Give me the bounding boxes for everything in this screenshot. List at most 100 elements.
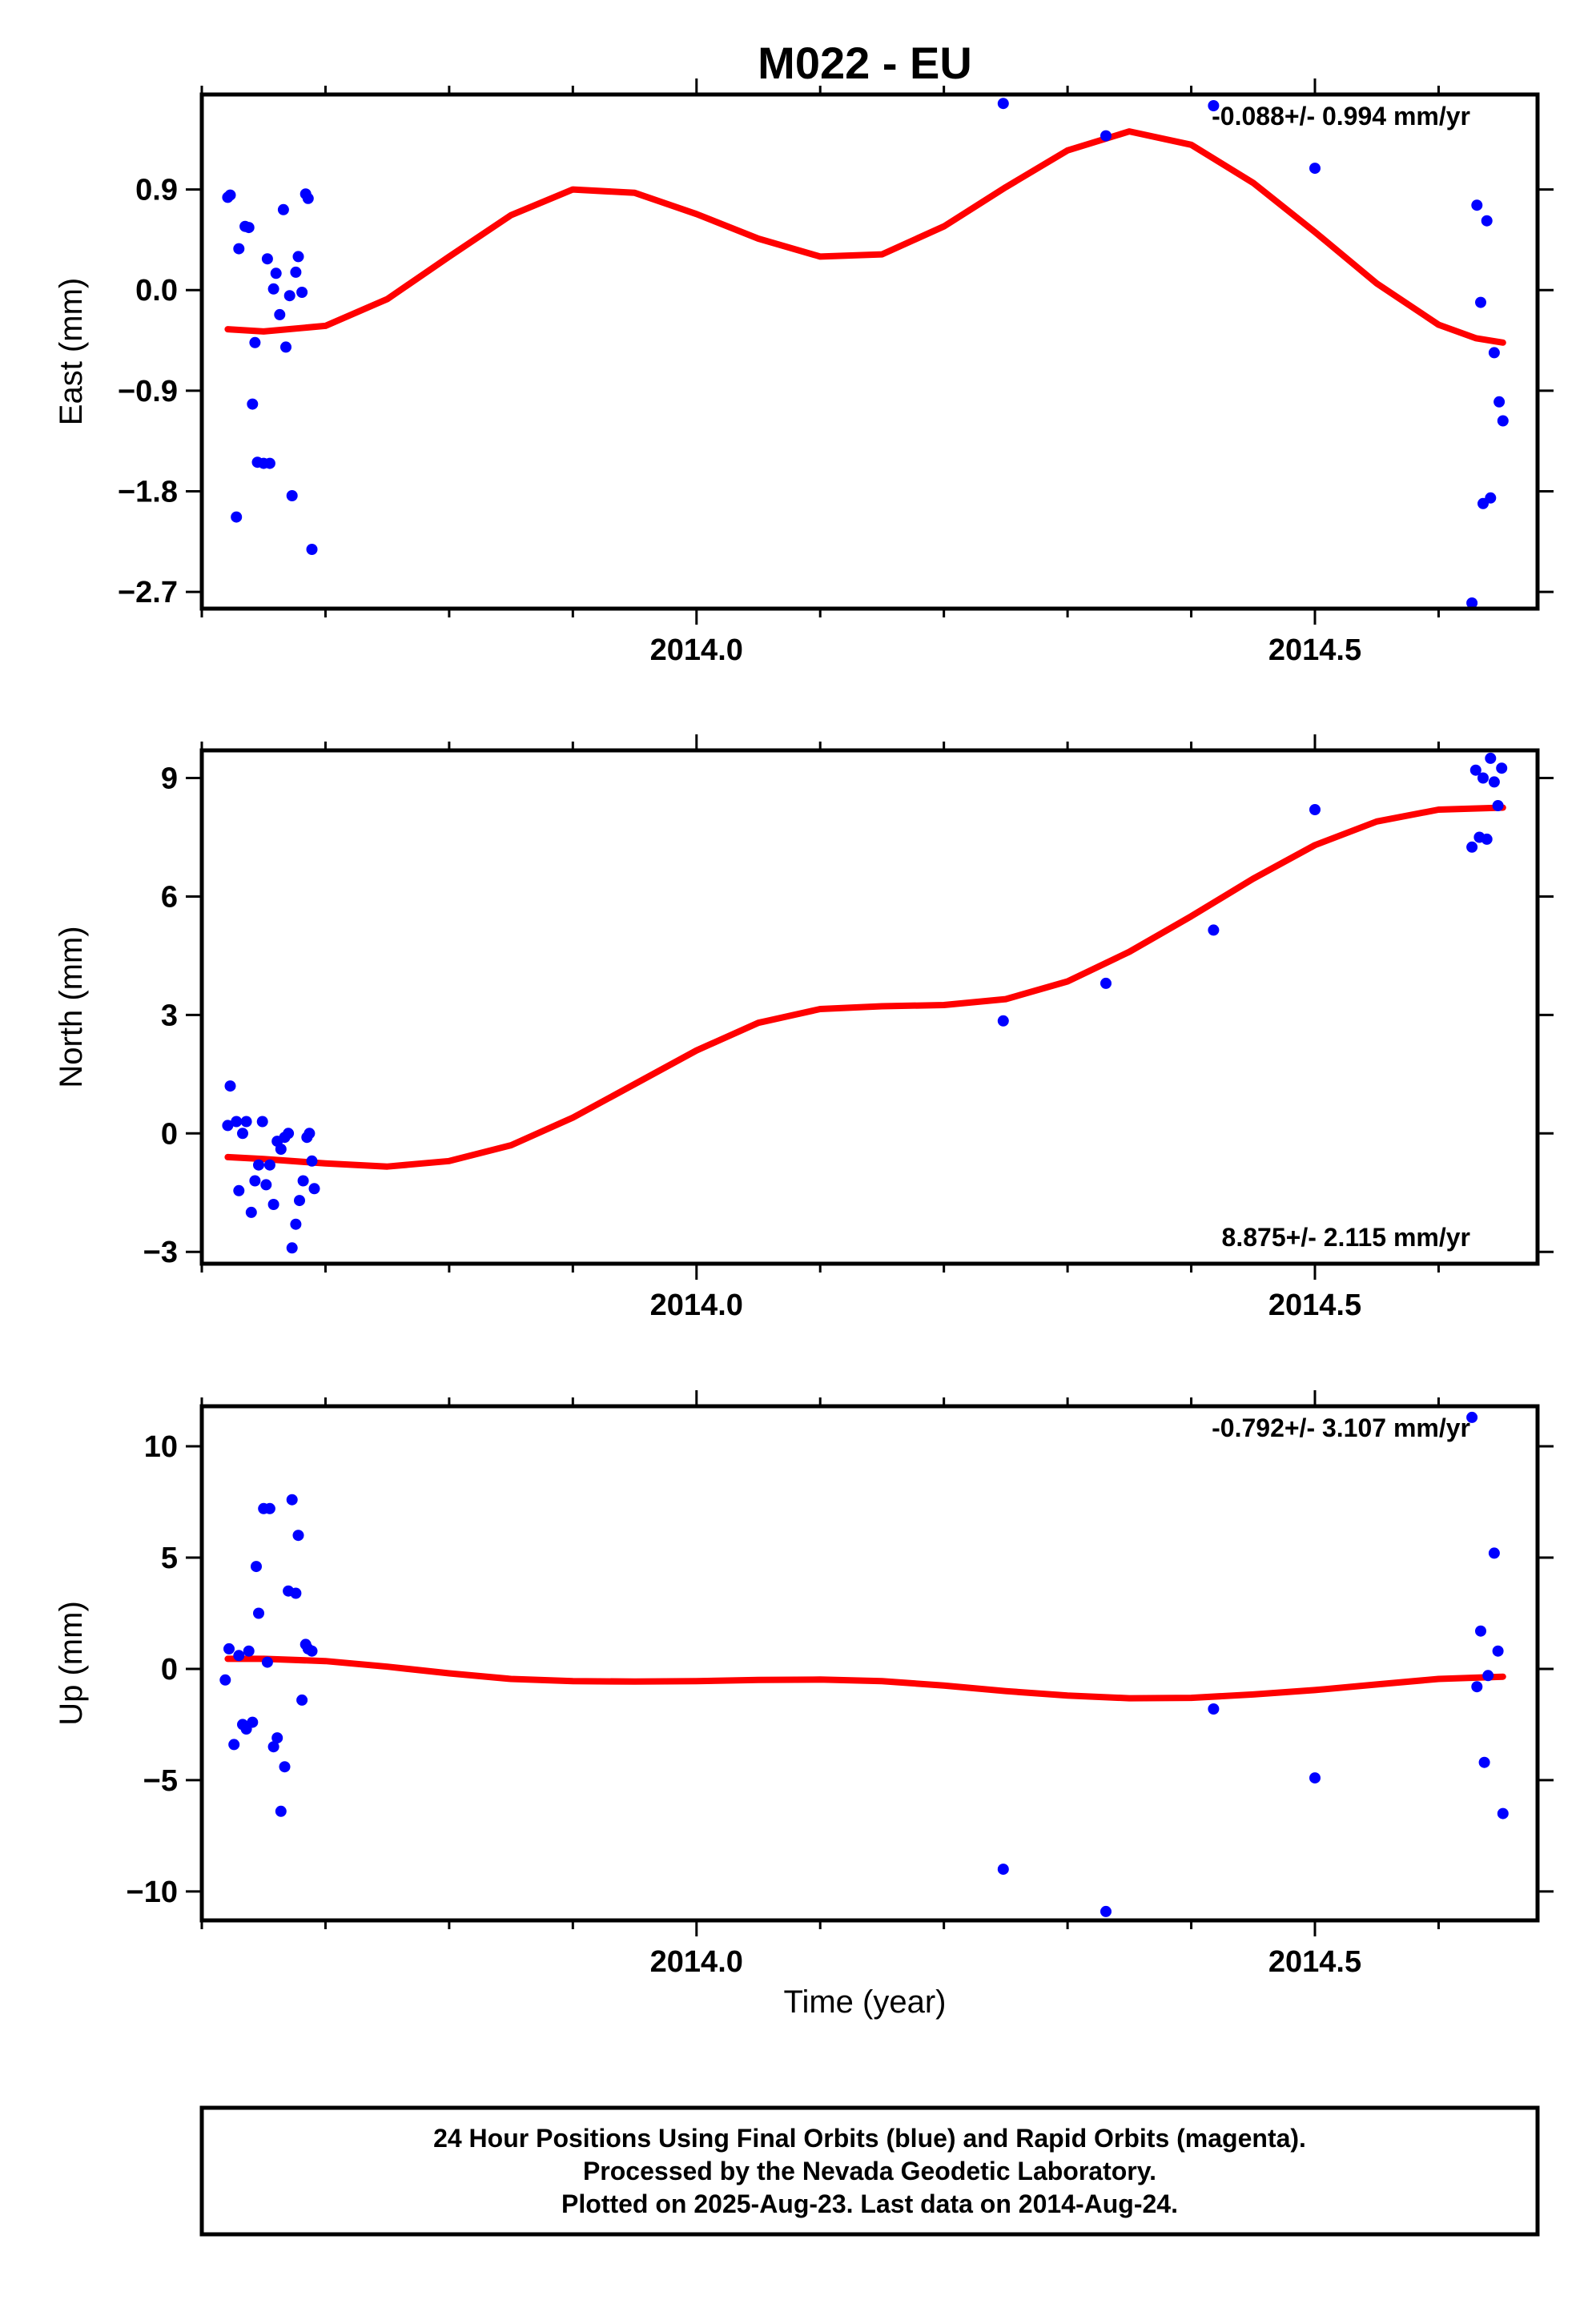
rate-annotation: -0.792+/- 3.107 mm/yr bbox=[1212, 1413, 1470, 1442]
y-tick-label: 10 bbox=[144, 1430, 178, 1464]
data-point-26 bbox=[1100, 977, 1112, 989]
data-point-15 bbox=[277, 203, 289, 215]
y-tick-label: 9 bbox=[161, 762, 178, 796]
data-point-15 bbox=[275, 1805, 287, 1817]
data-point-6 bbox=[247, 398, 259, 410]
data-point-16 bbox=[283, 1128, 295, 1140]
panel-east: 2014.0 2014.5 0.9 0.0 −0.9 −1.8 −2.7 East (mm) -… bbox=[54, 78, 1554, 667]
data-point-29 bbox=[1466, 597, 1478, 609]
data-point-13 bbox=[270, 267, 282, 279]
data-point-18 bbox=[286, 1494, 298, 1506]
data-point-37 bbox=[1497, 415, 1509, 427]
y-tick-label: 0 bbox=[161, 1117, 178, 1151]
data-point-17 bbox=[286, 1242, 298, 1254]
y-tick-label: 3 bbox=[161, 999, 178, 1032]
y-tick-label: 0 bbox=[161, 1653, 178, 1687]
data-point-29 bbox=[1466, 841, 1478, 853]
plot-frame bbox=[199, 92, 1540, 611]
data-point-8 bbox=[251, 1561, 262, 1573]
data-point-29 bbox=[1466, 1411, 1478, 1423]
data-point-7 bbox=[247, 1716, 259, 1728]
data-point-5 bbox=[240, 1116, 252, 1128]
data-point-7 bbox=[249, 1175, 261, 1187]
data-point-31 bbox=[1475, 1625, 1486, 1637]
data-point-25 bbox=[997, 98, 1009, 110]
data-point-3 bbox=[233, 1184, 245, 1196]
data-point-36 bbox=[1497, 1807, 1509, 1819]
data-point-9 bbox=[256, 1116, 268, 1128]
rate-annotation: 8.875+/- 2.115 mm/yr bbox=[1222, 1223, 1470, 1252]
data-point-16 bbox=[279, 1761, 291, 1773]
data-point-2 bbox=[231, 511, 243, 523]
data-point-25 bbox=[997, 1864, 1009, 1876]
data-point-32 bbox=[1477, 772, 1489, 784]
data-point-27 bbox=[1208, 924, 1220, 936]
data-point-7 bbox=[249, 336, 261, 348]
data-point-28 bbox=[1309, 1772, 1321, 1784]
data-point-14 bbox=[271, 1732, 283, 1744]
fit-curve bbox=[224, 128, 1506, 346]
y-tick-label: −5 bbox=[143, 1764, 178, 1798]
rate-annotation: -0.088+/- 0.994 mm/yr bbox=[1212, 102, 1470, 131]
data-point-28 bbox=[1309, 163, 1321, 175]
data-point-3 bbox=[233, 1650, 245, 1662]
data-point-34 bbox=[1485, 492, 1497, 504]
panel-north: 2014.0 2014.5 9 6 3 0 −3 North (mm) 8.875+/- 2.1… bbox=[54, 734, 1554, 1322]
data-point-35 bbox=[1488, 347, 1500, 359]
y-tick-label: −1.8 bbox=[118, 475, 178, 509]
data-point-4 bbox=[237, 1128, 248, 1140]
data-point-14 bbox=[274, 308, 286, 320]
data-point-30 bbox=[1471, 1681, 1483, 1693]
data-point-30 bbox=[1471, 199, 1483, 211]
data-point-2 bbox=[228, 1739, 240, 1751]
footer-line-3: Plotted on 2025-Aug-23. Last data on 201… bbox=[561, 2189, 1178, 2218]
footer-line-2: Processed by the Nevada Geodetic Laborat… bbox=[583, 2157, 1156, 2185]
y-tick-label: 0.9 bbox=[135, 174, 178, 207]
data-point-1 bbox=[223, 1642, 235, 1655]
data-point-13 bbox=[267, 1741, 279, 1753]
data-point-25 bbox=[997, 1015, 1009, 1027]
panel-up: 2014.0 2014.5 10 5 0 −5 −10 Up (mm) -0.792+/- 3.… bbox=[54, 1390, 1554, 1979]
fit-curve bbox=[224, 804, 1506, 1170]
data-point-9 bbox=[253, 1607, 264, 1619]
data-point-23 bbox=[302, 192, 314, 204]
data-point-10 bbox=[261, 253, 273, 265]
data-point-2 bbox=[231, 1116, 243, 1128]
data-point-10 bbox=[260, 1179, 272, 1191]
y-tick-label: −10 bbox=[127, 1876, 178, 1909]
data-point-37 bbox=[1496, 762, 1508, 774]
data-point-12 bbox=[267, 1199, 279, 1210]
x-axis-label: Time (year) bbox=[784, 1984, 947, 2020]
data-point-21 bbox=[296, 1694, 308, 1706]
footer-frame bbox=[199, 2105, 1540, 2237]
y-axis-label: Up (mm) bbox=[54, 1601, 89, 1726]
data-point-21 bbox=[296, 287, 308, 298]
data-point-19 bbox=[290, 1587, 302, 1599]
data-point-18 bbox=[286, 490, 298, 501]
data-point-28 bbox=[1309, 804, 1321, 815]
data-point-20 bbox=[292, 251, 304, 263]
data-point-36 bbox=[1492, 800, 1504, 811]
data-point-32 bbox=[1478, 1756, 1490, 1768]
data-point-18 bbox=[290, 1218, 302, 1230]
fit-curve bbox=[224, 1655, 1506, 1702]
footer-line-1: 24 Hour Positions Using Final Orbits (bl… bbox=[433, 2124, 1306, 2153]
data-point-33 bbox=[1481, 215, 1493, 227]
data-point-8 bbox=[253, 1159, 264, 1171]
x-tick-label: 2014.5 bbox=[1268, 1289, 1361, 1322]
y-tick-label: 6 bbox=[161, 880, 178, 914]
data-point-22 bbox=[304, 1128, 316, 1140]
data-point-20 bbox=[292, 1530, 304, 1542]
data-point-19 bbox=[290, 266, 302, 278]
x-tick-label: 2014.5 bbox=[1268, 1945, 1361, 1979]
data-point-6 bbox=[245, 1206, 257, 1218]
data-point-3 bbox=[233, 243, 245, 255]
data-point-26 bbox=[1100, 1905, 1112, 1917]
data-point-33 bbox=[1481, 833, 1493, 845]
data-point-6 bbox=[243, 1645, 255, 1657]
data-point-24 bbox=[306, 544, 318, 555]
data-point-0 bbox=[219, 1674, 231, 1686]
data-point-1 bbox=[224, 1080, 236, 1092]
data-point-26 bbox=[1100, 130, 1112, 142]
